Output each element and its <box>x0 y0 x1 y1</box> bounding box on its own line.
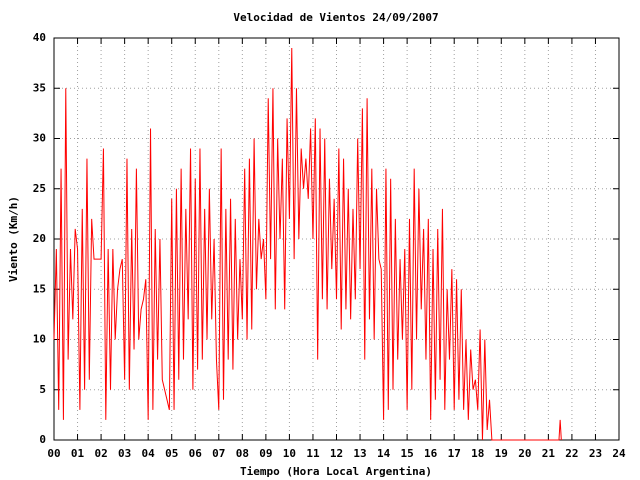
x-axis-label: Tiempo (Hora Local Argentina) <box>240 465 432 478</box>
y-tick-label: 10 <box>33 333 46 346</box>
y-tick-label: 0 <box>39 433 46 446</box>
plot-frame <box>53 37 620 441</box>
x-tick-label: 12 <box>330 447 343 460</box>
y-tick-label: 35 <box>33 81 46 94</box>
x-tick-label: 08 <box>236 447 249 460</box>
x-tick-label: 13 <box>353 447 366 460</box>
y-axis-label: Viento (Km/h) <box>7 196 20 282</box>
x-tick-label: 00 <box>47 447 60 460</box>
x-tick-label: 23 <box>589 447 602 460</box>
x-tick-label: 02 <box>94 447 107 460</box>
x-tick-label: 16 <box>424 447 438 460</box>
x-tick-label: 21 <box>542 447 556 460</box>
y-tick-label: 5 <box>39 383 46 396</box>
x-tick-label: 14 <box>377 447 391 460</box>
x-tick-label: 03 <box>118 447 131 460</box>
y-tick-label: 25 <box>33 182 46 195</box>
y-tick-label: 40 <box>33 31 46 44</box>
x-tick-label: 11 <box>306 447 320 460</box>
x-tick-label: 05 <box>165 447 178 460</box>
chart-title: Velocidad de Vientos 24/09/2007 <box>233 11 438 24</box>
x-tick-label: 10 <box>283 447 296 460</box>
x-tick-label: 24 <box>612 447 626 460</box>
x-tick-label: 19 <box>495 447 508 460</box>
x-tick-label: 18 <box>471 447 484 460</box>
x-tick-label: 07 <box>212 447 225 460</box>
x-tick-label: 15 <box>401 447 414 460</box>
x-tick-label: 20 <box>518 447 531 460</box>
y-tick-label: 30 <box>33 132 46 145</box>
y-tick-label: 15 <box>33 282 46 295</box>
y-tick-label: 20 <box>33 232 46 245</box>
x-tick-label: 04 <box>142 447 156 460</box>
x-tick-label: 06 <box>189 447 203 460</box>
data-line <box>53 48 562 441</box>
x-tick-label: 17 <box>448 447 461 460</box>
x-tick-label: 22 <box>565 447 578 460</box>
x-tick-label: 01 <box>71 447 85 460</box>
x-tick-label: 09 <box>259 447 272 460</box>
